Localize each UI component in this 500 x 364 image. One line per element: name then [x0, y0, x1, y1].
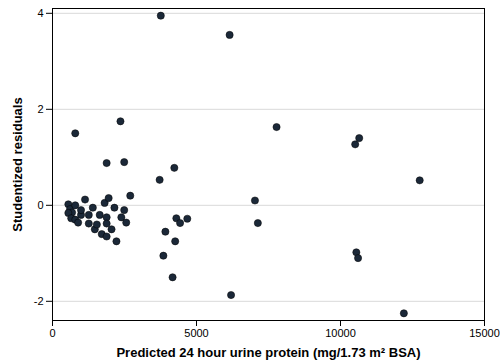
svg-text:5000: 5000: [184, 327, 208, 339]
svg-text:Studentized residuals: Studentized residuals: [10, 97, 25, 231]
svg-text:Predicted 24 hour urine protei: Predicted 24 hour urine protein (mg/1.73…: [116, 345, 420, 360]
svg-text:0: 0: [37, 199, 43, 211]
svg-text:4: 4: [37, 7, 43, 19]
svg-text:2: 2: [37, 103, 43, 115]
svg-text:0: 0: [49, 327, 55, 339]
svg-text:10000: 10000: [325, 327, 356, 339]
svg-text:15000: 15000: [469, 327, 500, 339]
svg-text:-2: -2: [34, 295, 44, 307]
